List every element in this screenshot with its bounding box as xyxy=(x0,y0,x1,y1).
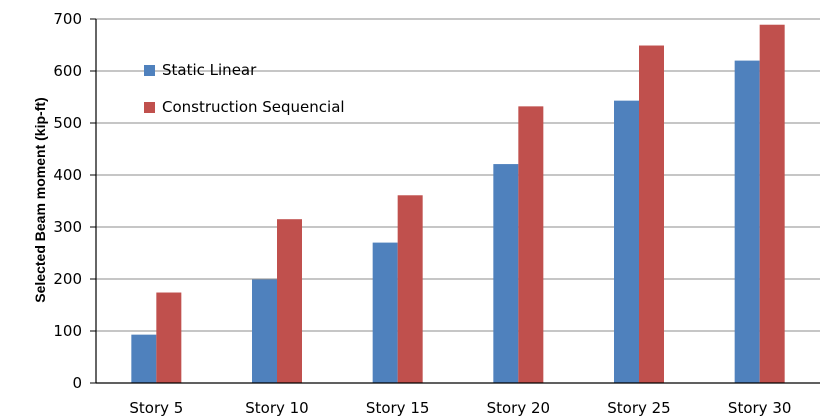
y-tick-label: 0 xyxy=(72,374,82,392)
bar-static-linear xyxy=(252,279,277,383)
bar-construction-sequencial xyxy=(397,195,423,383)
bar-static-linear xyxy=(131,334,157,383)
gridlines xyxy=(96,18,820,332)
x-tick-labels: Story 5 Story 10 Story 15 Story 20 Story 25 S… xyxy=(129,399,791,417)
legend-label: Static Linear xyxy=(162,61,257,79)
legend: Static Linear Construction Sequencial xyxy=(144,61,345,116)
bar-construction-sequencial xyxy=(156,292,182,383)
y-tick-label: 500 xyxy=(53,114,82,132)
bar-static-linear xyxy=(614,100,639,383)
x-tick-label: Story 30 xyxy=(728,399,791,417)
bar-static-linear xyxy=(734,60,760,383)
y-tick-label: 400 xyxy=(53,166,82,184)
bar-static-linear xyxy=(372,242,398,383)
x-tick-label: Story 5 xyxy=(129,399,183,417)
bar-construction-sequencial xyxy=(639,45,664,384)
legend-swatch xyxy=(144,102,155,113)
x-tick-label: Story 25 xyxy=(607,399,670,417)
y-axis-label: Selected Beam moment (kip-ft) xyxy=(32,97,48,302)
x-tick-label: Story 15 xyxy=(366,399,429,417)
legend-label: Construction Sequencial xyxy=(162,98,345,116)
bar-construction-sequencial xyxy=(518,106,544,384)
bar-construction-sequencial xyxy=(759,24,785,383)
y-tick-label: 700 xyxy=(53,10,82,28)
x-tick-label: Story 20 xyxy=(487,399,550,417)
legend-swatch xyxy=(144,65,155,76)
y-tick-label: 200 xyxy=(53,270,82,288)
bars xyxy=(131,24,785,384)
y-tick-label: 100 xyxy=(53,322,82,340)
y-tick-label: 300 xyxy=(53,218,82,236)
x-tick-label: Story 10 xyxy=(245,399,308,417)
bar-construction-sequencial xyxy=(277,219,302,383)
y-tick-labels: 0 100 200 300 400 500 600 700 xyxy=(53,10,82,392)
bar-static-linear xyxy=(493,164,519,383)
y-tick-label: 600 xyxy=(53,62,82,80)
axes xyxy=(90,18,820,384)
